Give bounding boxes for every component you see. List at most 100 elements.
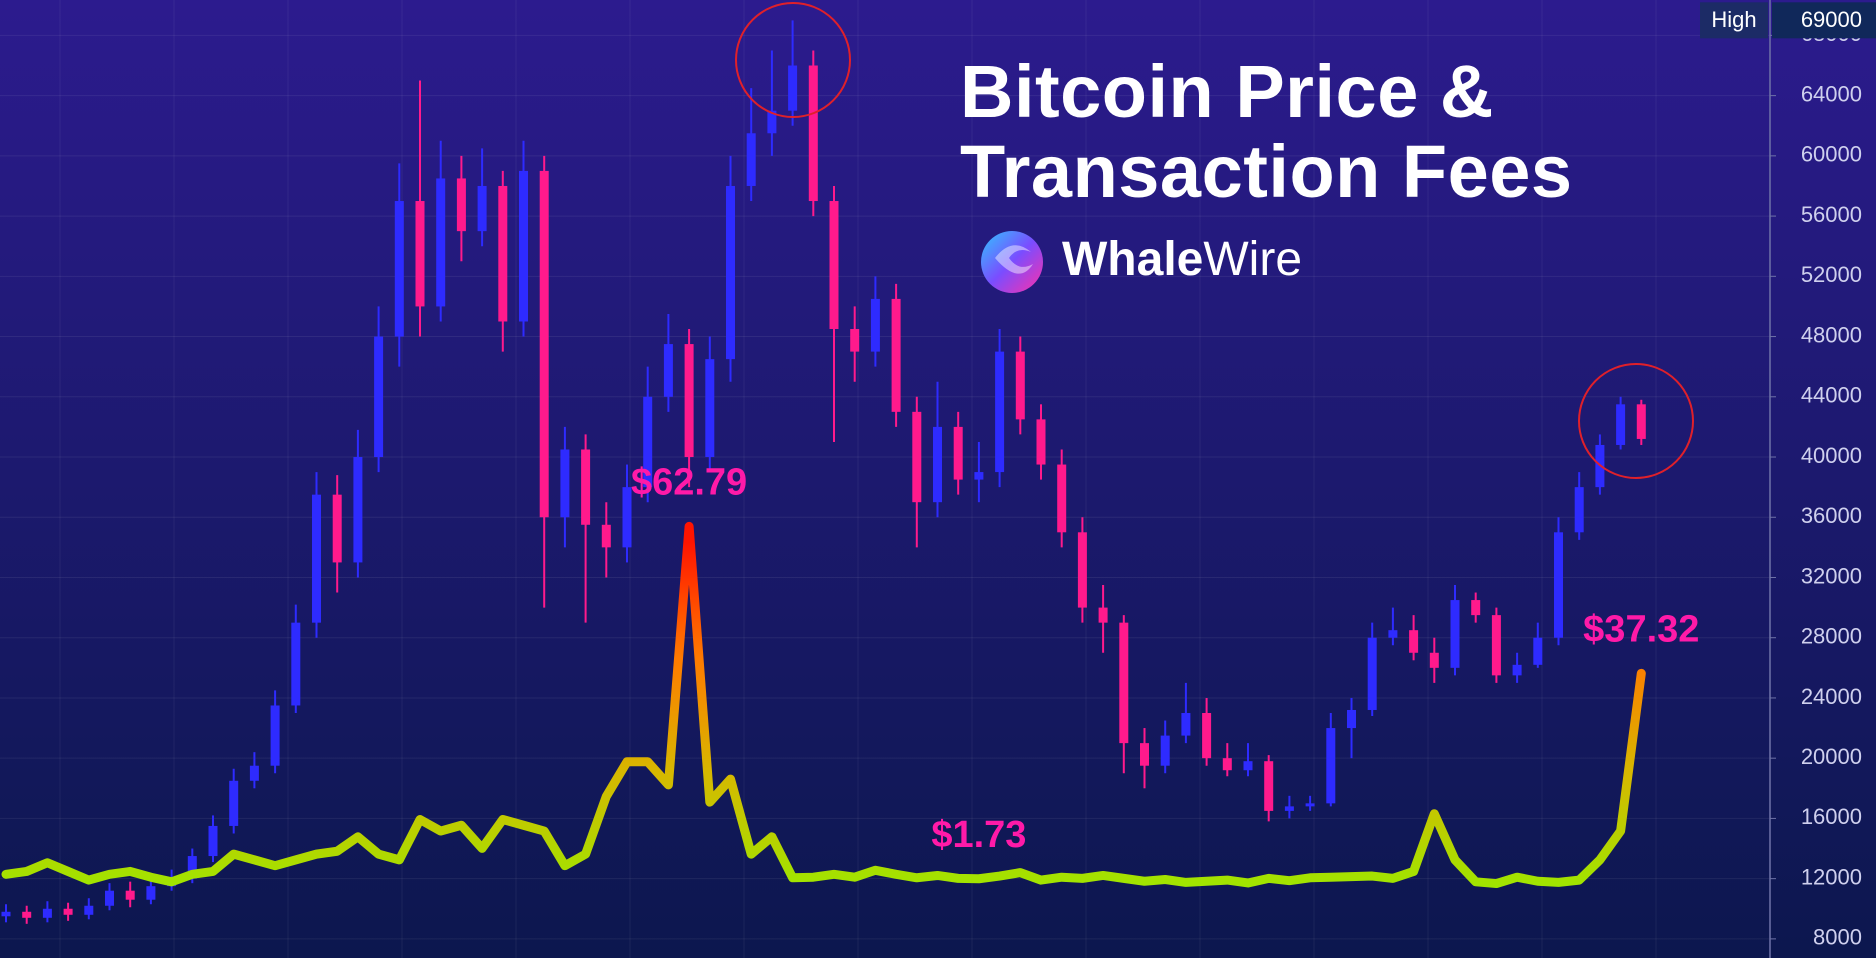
y-tick-label: 48000 bbox=[1801, 322, 1862, 347]
candle-body bbox=[1533, 637, 1543, 665]
candle-body bbox=[456, 178, 466, 232]
candle-body bbox=[663, 344, 673, 397]
candle-body bbox=[146, 886, 156, 900]
candle-body bbox=[353, 457, 363, 563]
high-value-box bbox=[1772, 2, 1876, 39]
candle-body bbox=[560, 449, 570, 518]
candle-body bbox=[746, 133, 756, 186]
candle-body bbox=[581, 449, 591, 525]
y-tick-label: 8000 bbox=[1813, 925, 1862, 950]
candle-body bbox=[1409, 630, 1419, 653]
highlight-circle bbox=[735, 2, 851, 118]
y-tick-label: 36000 bbox=[1801, 503, 1862, 528]
y-tick-label: 24000 bbox=[1801, 684, 1862, 709]
candle-body bbox=[249, 765, 259, 781]
candle-body bbox=[643, 396, 653, 488]
candle-body bbox=[394, 201, 404, 337]
y-tick-label: 20000 bbox=[1801, 744, 1862, 769]
candle-body bbox=[1554, 532, 1563, 638]
y-tick-label: 60000 bbox=[1801, 142, 1862, 167]
candle-body bbox=[229, 780, 239, 826]
chart-title: Bitcoin Price & Transaction Fees bbox=[960, 50, 1573, 213]
candle-body bbox=[187, 856, 197, 879]
candle-body bbox=[415, 201, 425, 307]
candle-body bbox=[539, 170, 549, 518]
candle-body bbox=[829, 201, 839, 330]
candle-body bbox=[995, 351, 1005, 473]
candle-body bbox=[1284, 806, 1294, 811]
candle-body bbox=[1160, 735, 1170, 766]
candle-body bbox=[933, 426, 942, 503]
candle-body bbox=[105, 890, 114, 906]
candle-body bbox=[726, 185, 735, 360]
candle-body bbox=[208, 825, 218, 857]
candle-body bbox=[1616, 404, 1626, 445]
logo-whale bbox=[995, 245, 1033, 274]
candle-body bbox=[788, 65, 798, 111]
y-tick-label: 56000 bbox=[1801, 202, 1862, 227]
candle-body bbox=[1140, 743, 1149, 766]
candle-body bbox=[974, 472, 984, 480]
highlight-circle bbox=[1578, 363, 1694, 479]
candle-body bbox=[1367, 637, 1377, 710]
candle-body bbox=[42, 908, 52, 918]
candle-body bbox=[1305, 803, 1315, 807]
candle-body bbox=[1326, 728, 1336, 804]
candle-body bbox=[622, 487, 632, 548]
candle-body bbox=[705, 359, 715, 458]
y-tick-label: 16000 bbox=[1801, 804, 1862, 829]
candle-body bbox=[63, 908, 73, 915]
candle-body bbox=[1098, 607, 1108, 623]
candle-body bbox=[1119, 622, 1129, 744]
candle-body bbox=[1057, 464, 1067, 533]
candle-body bbox=[22, 911, 32, 918]
candle-body bbox=[891, 298, 901, 412]
candle-body bbox=[436, 178, 446, 307]
candle-body bbox=[1512, 664, 1522, 676]
fee-label: $1.73 bbox=[931, 814, 1026, 856]
brand-light: Wire bbox=[1203, 233, 1302, 286]
y-tick-label: 40000 bbox=[1801, 443, 1862, 468]
candle-body bbox=[291, 622, 301, 706]
y-tick-label: 12000 bbox=[1801, 864, 1862, 889]
candle-body bbox=[1574, 487, 1584, 533]
y-tick-label: 64000 bbox=[1801, 81, 1862, 106]
y-tick-label: 32000 bbox=[1801, 563, 1862, 588]
candle-body bbox=[1429, 652, 1439, 668]
candle-body bbox=[1450, 600, 1460, 668]
high-value: 69000 bbox=[1801, 7, 1862, 32]
candle-body bbox=[767, 110, 777, 134]
candle-body bbox=[312, 494, 321, 623]
y-tick-label: 28000 bbox=[1801, 624, 1862, 649]
candle-body bbox=[519, 170, 528, 322]
candle-body bbox=[374, 336, 384, 458]
candle-body bbox=[1202, 713, 1212, 759]
candle-body bbox=[332, 494, 342, 563]
brand: WhaleWire bbox=[1062, 233, 1302, 286]
candle-body bbox=[1471, 600, 1481, 616]
candle-body bbox=[850, 329, 860, 352]
candle-body bbox=[953, 426, 963, 480]
candle-body bbox=[1347, 709, 1356, 729]
candle-body bbox=[1036, 419, 1046, 465]
fee-line bbox=[1, 521, 1646, 889]
candle-body bbox=[1222, 758, 1232, 771]
candle-body bbox=[84, 905, 94, 915]
logo-icon bbox=[981, 231, 1043, 293]
candle-body bbox=[1181, 713, 1191, 736]
candle-body bbox=[1, 911, 11, 917]
candle-body bbox=[870, 298, 880, 352]
candle-body bbox=[477, 185, 487, 232]
candle-body bbox=[1243, 761, 1253, 771]
candle-body bbox=[808, 65, 818, 202]
fee-label: $62.79 bbox=[631, 461, 747, 503]
candle-body bbox=[1491, 615, 1501, 676]
candle-body bbox=[125, 890, 135, 900]
y-tick-label: 52000 bbox=[1801, 262, 1862, 287]
candle-body bbox=[912, 411, 922, 503]
candle-body bbox=[1388, 630, 1398, 638]
fee-label: $37.32 bbox=[1583, 608, 1699, 650]
brand-bold: Whale bbox=[1062, 233, 1203, 286]
candle-body bbox=[498, 185, 508, 322]
